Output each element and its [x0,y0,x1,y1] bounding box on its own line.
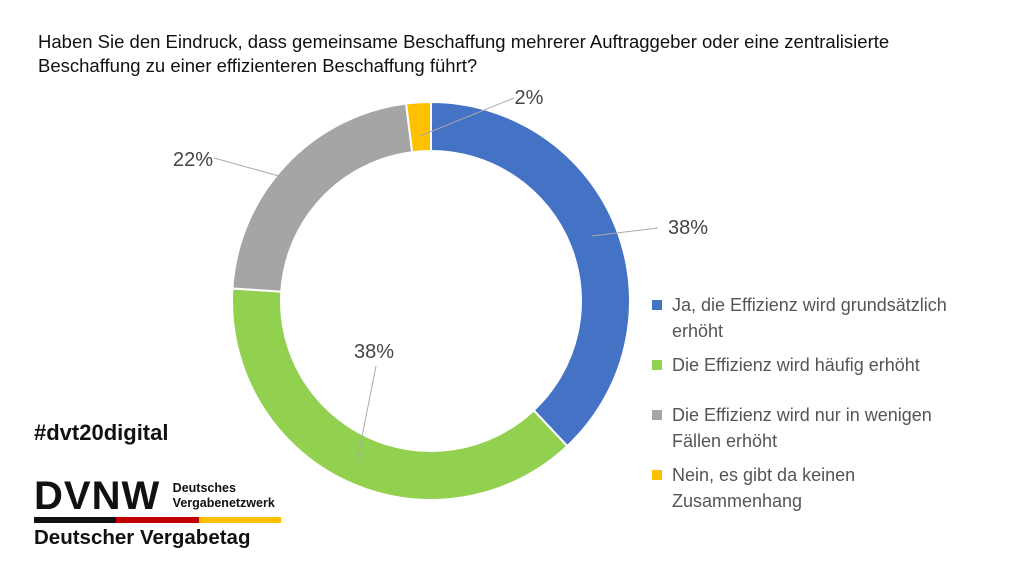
data-label-nein: 2% [515,87,544,109]
logo-bar-red [116,517,199,523]
legend-item-nein: Nein, es gibt da keinen Zusammenhang [652,462,992,514]
chart-title-line-1: Haben Sie den Eindruck, dass gemeinsame … [38,31,890,52]
data-label-haeufig: 38% [354,341,394,363]
legend-swatch-gray [652,410,662,420]
logo-subtitle-line-1: Deutsches [172,481,236,495]
leader-line-nein [419,97,515,137]
donut-slice-haeufig [231,287,569,501]
legend-label-nein-line-1: Nein, es gibt da keinen [672,465,856,485]
chart-title-line-2: Beschaffung zu einer effizienteren Besch… [38,55,478,76]
legend-swatch-green [652,360,662,370]
legend-item-ja: Ja, die Effizienz wird grundsätzlich erh… [652,292,992,344]
event-hashtag: #dvt20digital [34,420,169,445]
donut-slice-wenige [231,102,414,293]
logo-wordmark: DVNW [34,474,161,518]
legend-swatch-blue [652,300,662,310]
chart-title: Haben Sie den Eindruck, dass gemeinsame … [38,30,978,78]
logo-subtitle-line-2: Vergabenetzwerk [172,496,275,510]
legend-label-ja-line-1: Ja, die Effizienz wird grundsätzlich [672,295,947,315]
legend-label-wenige-line-1: Die Effizienz wird nur in wenigen [672,405,932,425]
legend-label-ja-line-2: erhöht [672,321,724,341]
data-label-ja: 38% [668,217,708,239]
legend-label-nein-line-2: Zusammenhang [672,491,803,511]
logo-event-name: Deutscher Vergabetag [34,526,251,549]
logo-color-bar [34,517,281,523]
legend-swatch-yellow [652,470,662,480]
logo-subtitle: Deutsches Vergabenetzwerk [173,481,275,511]
logo-bar-black [34,517,117,523]
legend-label-haeufig-line-1: Die Effizienz wird häufig erhöht [672,355,920,375]
leader-line-haeufig [356,365,377,463]
legend-item-haeufig: Die Effizienz wird häufig erhöht [652,352,992,378]
donut-slice-ja [430,100,631,448]
dvnw-logo: DVNW Deutsches Vergabenetzwerk Deutscher… [34,474,294,550]
legend-label-wenige-line-2: Fällen erhöht [672,431,778,451]
donut-slice-nein [404,100,432,154]
logo-bar-gold [198,517,281,523]
chart-legend: Ja, die Effizienz wird grundsätzlich erh… [652,292,992,522]
leader-line-wenige [213,157,280,177]
legend-item-wenige: Die Effizienz wird nur in wenigen Fällen… [652,402,992,454]
leader-line-ja [591,227,659,237]
data-label-wenige: 22% [173,149,213,171]
